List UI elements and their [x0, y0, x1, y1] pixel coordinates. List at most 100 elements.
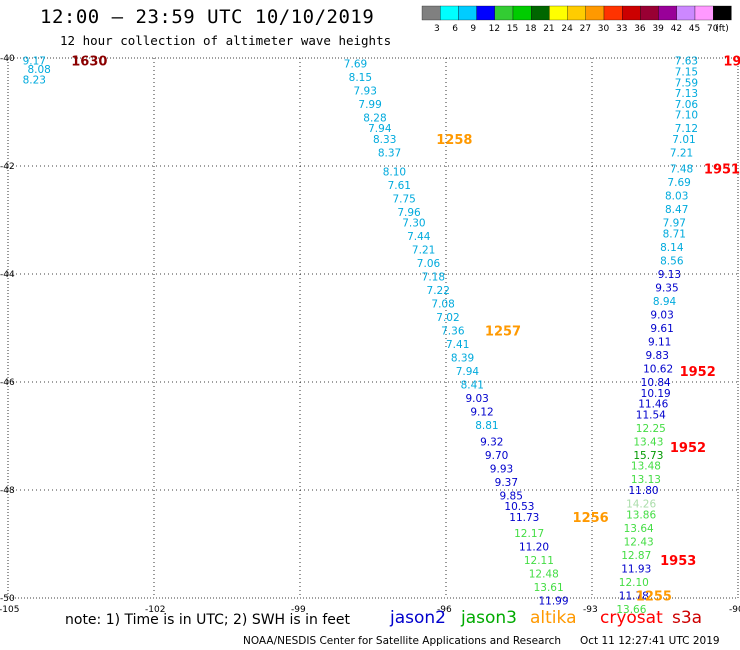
wave-height-label: 8.15 — [349, 72, 372, 84]
wave-height-label: 9.17 — [23, 56, 46, 68]
time-label: 1952 — [680, 365, 716, 380]
colorbar-swatch — [440, 5, 459, 21]
credit-text: NOAA/NESDIS Center for Satellite Applica… — [243, 635, 561, 647]
wave-height-label: 14.26 — [626, 499, 656, 511]
wave-height-label: 7.44 — [407, 231, 431, 243]
wave-height-label: 8.23 — [23, 75, 46, 87]
wave-height-label: 7.94 — [368, 123, 392, 135]
wave-height-label: 12.87 — [621, 550, 651, 562]
colorbar-swatch — [494, 5, 514, 21]
wave-height-label: 7.69 — [344, 58, 367, 70]
wave-height-label: 13.66 — [616, 604, 646, 616]
colorbar-label: (ft) — [715, 24, 729, 34]
wave-height-label: 7.18 — [422, 272, 445, 284]
colorbar-swatch — [640, 5, 659, 21]
wave-height-label: 11.46 — [638, 399, 668, 411]
wave-height-label: 7.15 — [675, 67, 698, 79]
time-label: 1953 — [660, 554, 696, 569]
colorbar-swatch — [658, 5, 677, 21]
x-tick-label: -96 — [437, 605, 452, 615]
colorbar-swatch — [713, 5, 732, 21]
wave-height-label: 9.93 — [490, 463, 513, 475]
x-tick-label: -99 — [291, 605, 306, 615]
wave-height-label: 7.22 — [427, 285, 450, 297]
wave-height-label: 9.32 — [480, 436, 503, 448]
colorbar-label: 3 — [434, 24, 440, 34]
colorbar-swatch — [567, 5, 586, 21]
wave-height-label: 13.43 — [633, 436, 663, 448]
time-label: 1950 — [723, 55, 740, 70]
wave-height-label: 15.73 — [633, 450, 663, 462]
y-tick-label: -50 — [0, 594, 15, 604]
colorbar-swatch — [531, 5, 550, 21]
time-label: 1256 — [573, 511, 609, 526]
wave-height-label: 12.25 — [636, 423, 666, 435]
wave-height-label: 9.61 — [650, 323, 673, 335]
colorbar-swatch — [421, 5, 441, 21]
wave-height-label: 8.81 — [475, 420, 498, 432]
y-tick-label: -44 — [0, 270, 15, 280]
colorbar-label: 6 — [452, 24, 458, 34]
time-label: 1952 — [670, 441, 706, 456]
colorbar-label: 21 — [543, 24, 554, 34]
wave-height-label: 7.63 — [675, 56, 698, 68]
wave-height-label: 12.10 — [619, 577, 649, 589]
legend-item-s3a: s3a — [672, 608, 703, 628]
wave-height-label: 7.21 — [412, 245, 435, 257]
colorbar-swatch — [603, 5, 623, 21]
wave-height-label: 9.85 — [500, 490, 523, 502]
y-tick-label: -42 — [0, 162, 15, 172]
wave-height-label: 13.13 — [631, 474, 661, 486]
chart-subtitle: 12 hour collection of altimeter wave hei… — [60, 33, 392, 48]
chart-title: 12:00 – 23:59 UTC 10/10/2019 — [40, 6, 375, 28]
wave-height-label: 10.84 — [641, 377, 671, 389]
wave-height-label: 8.39 — [451, 353, 474, 365]
wave-height-label: 12.11 — [524, 555, 554, 567]
wave-height-label: 11.73 — [509, 512, 539, 524]
wave-height-label: 7.96 — [397, 207, 421, 219]
wave-height-label: 9.13 — [658, 269, 681, 281]
wave-height-label: 7.01 — [672, 134, 695, 146]
wave-height-label: 9.83 — [646, 350, 669, 362]
wave-height-label: 8.94 — [653, 296, 677, 308]
time-label: 1630 — [71, 55, 107, 70]
colorbar-label: 18 — [525, 24, 537, 34]
wave-height-label: 11.54 — [636, 409, 666, 421]
colorbar-label: 24 — [561, 24, 573, 34]
wave-height-label: 10.19 — [641, 388, 671, 400]
colorbar-swatch — [622, 5, 641, 21]
wave-height-label: 9.37 — [495, 477, 518, 489]
wave-height-label: 12.48 — [529, 569, 559, 581]
time-label: 1951 — [704, 163, 740, 178]
wave-height-label: 13.48 — [631, 461, 661, 473]
legend-item-jason2: jason2 — [390, 608, 446, 628]
wave-height-label: 7.02 — [436, 312, 459, 324]
x-tick-label: -102 — [145, 605, 165, 615]
colorbar-label: 12 — [489, 24, 500, 34]
wave-height-label: 8.37 — [378, 148, 401, 160]
wave-height-label: 8.08 — [27, 64, 50, 76]
wave-height-label: 7.69 — [667, 177, 690, 189]
wave-height-label: 11.78 — [619, 590, 649, 602]
wave-height-label: 8.41 — [461, 380, 484, 392]
wave-height-label: 11.80 — [629, 485, 659, 497]
wave-height-label: 7.97 — [663, 218, 686, 230]
wave-height-label: 8.03 — [665, 191, 688, 203]
colorbar-swatch — [476, 5, 495, 21]
colorbar-label: 27 — [580, 24, 591, 34]
colorbar-swatch — [458, 5, 477, 21]
y-tick-label: -40 — [0, 54, 15, 64]
colorbar-label: 30 — [598, 24, 610, 34]
wave-height-label: 7.93 — [354, 85, 377, 97]
wave-height-label: 8.14 — [660, 242, 684, 254]
wave-height-label: 7.21 — [670, 148, 693, 160]
wave-height-label: 9.12 — [470, 407, 493, 419]
note-text: note: 1) Time is in UTC; 2) SWH is in fe… — [65, 612, 351, 628]
time-label: 1255 — [636, 589, 672, 604]
wave-height-label: 11.93 — [621, 563, 651, 575]
wave-height-label: 9.03 — [465, 393, 488, 405]
wave-height-label: 7.06 — [675, 99, 699, 111]
wave-height-label: 7.75 — [392, 193, 415, 205]
wave-height-label: 7.06 — [417, 258, 441, 270]
